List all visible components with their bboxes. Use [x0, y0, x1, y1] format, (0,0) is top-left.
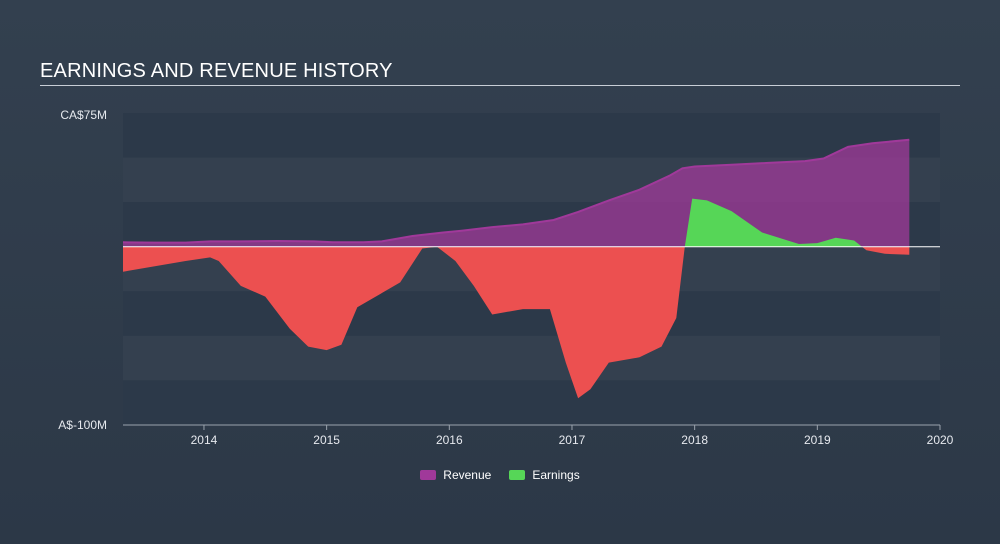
earnings-area-positive	[123, 198, 910, 247]
legend-label-earnings: Earnings	[532, 468, 580, 482]
y-tick-label-top: CA$75M	[60, 108, 107, 122]
x-tick-label: 2017	[559, 433, 586, 447]
legend: Revenue Earnings	[0, 468, 1000, 482]
x-tick-label: 2020	[927, 433, 954, 447]
grid-band	[123, 380, 940, 425]
legend-item-earnings[interactable]: Earnings	[509, 468, 580, 482]
x-tick-label: 2015	[313, 433, 340, 447]
x-tick-label: 2016	[436, 433, 463, 447]
x-axis: 2014 2015 2016 2017 2018 2019 2020	[123, 424, 954, 447]
series-areas	[122, 138, 910, 399]
x-tick-label: 2014	[191, 433, 218, 447]
revenue-swatch	[420, 470, 437, 480]
earnings-area-negative	[123, 246, 910, 399]
y-tick-label-bottom: A$-100M	[58, 418, 107, 432]
legend-item-revenue[interactable]: Revenue	[420, 468, 491, 482]
grid-band	[123, 335, 940, 381]
earnings-swatch	[509, 470, 526, 480]
grid-band	[123, 113, 940, 158]
revenue-line	[122, 138, 910, 244]
x-tick-label: 2018	[681, 433, 708, 447]
x-tick-label: 2019	[804, 433, 831, 447]
legend-label-revenue: Revenue	[443, 468, 492, 482]
chart-title: EARNINGS AND REVENUE HISTORY	[40, 60, 393, 82]
title-divider	[40, 85, 960, 86]
